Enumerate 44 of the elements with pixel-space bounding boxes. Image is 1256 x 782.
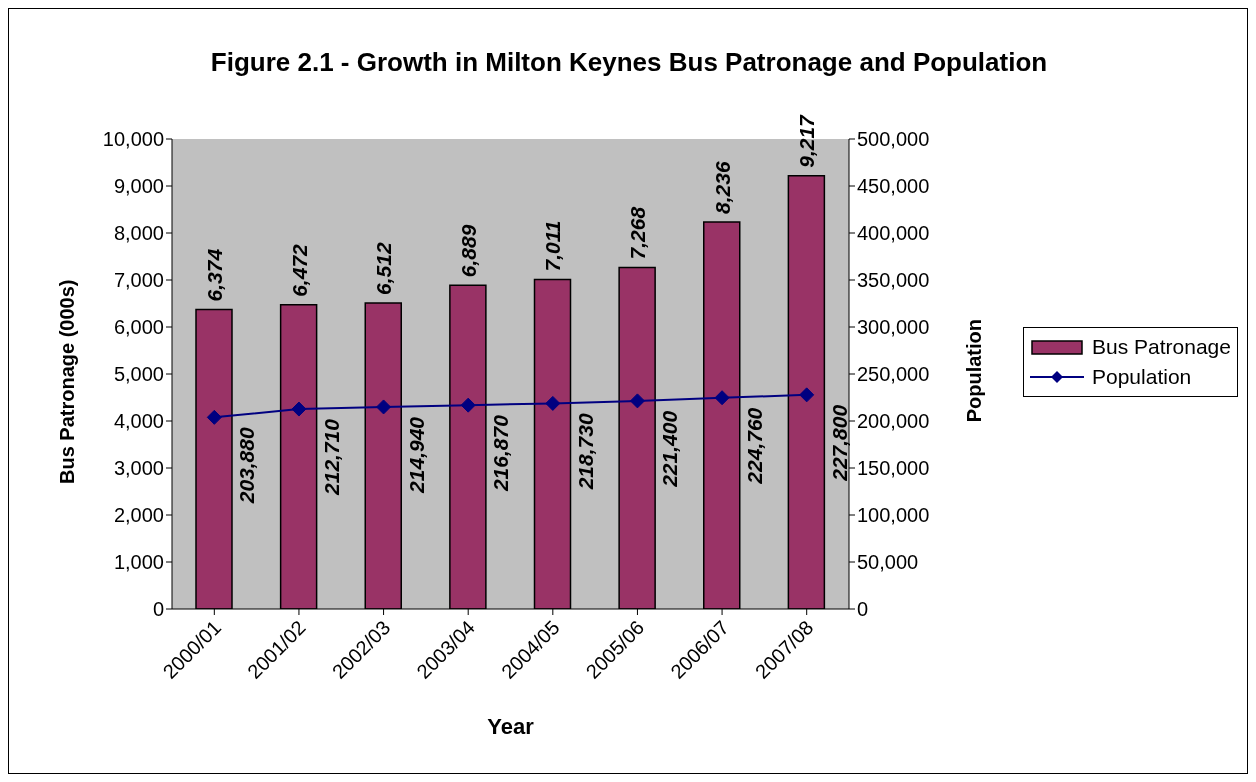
data-label: 6,472 [287, 243, 311, 297]
y-tick-label: 5,000 [113, 363, 164, 386]
y2-tick-label: 250,000 [857, 363, 930, 386]
y-tick-label: 0 [152, 598, 164, 621]
data-label: 7,268 [626, 206, 650, 260]
data-label: 227,800 [827, 404, 851, 482]
data-label: 7,011 [541, 220, 565, 272]
data-label: 9,217 [795, 113, 819, 168]
data-label: 8,236 [710, 161, 734, 214]
x-axis-title: Year [487, 714, 535, 739]
y2-tick-label: 0 [857, 598, 869, 621]
y2-tick-label: 100,000 [857, 504, 930, 527]
y2-tick-label: 50,000 [857, 551, 919, 574]
y-tick-label: 2,000 [113, 504, 164, 527]
y-tick-label: 4,000 [113, 410, 164, 433]
y2-tick-label: 350,000 [857, 269, 930, 292]
y2-tick-label: 300,000 [857, 316, 930, 339]
y-tick-label: 9,000 [113, 175, 164, 198]
y-tick-label: 3,000 [113, 457, 164, 480]
data-label: 221,400 [658, 410, 682, 488]
y2-tick-label: 400,000 [857, 222, 930, 245]
data-label: 203,880 [235, 427, 259, 505]
y-tick-label: 8,000 [113, 222, 164, 245]
y2-tick-label: 500,000 [857, 128, 930, 151]
data-label: 6,512 [372, 242, 396, 295]
data-label: 6,374 [203, 248, 226, 302]
y2-axis-title: Population [963, 319, 986, 423]
y2-tick-label: 150,000 [857, 457, 930, 480]
data-label: 216,870 [489, 414, 513, 493]
legend-label: Population [1092, 365, 1192, 389]
y-tick-label: 1,000 [113, 551, 164, 574]
legend-label: Bus Patronage [1092, 335, 1231, 359]
data-label: 212,710 [319, 418, 343, 496]
y2-tick-label: 450,000 [857, 175, 930, 198]
y-tick-label: 7,000 [113, 269, 164, 292]
data-label: 214,940 [404, 416, 428, 494]
chart-title: Figure 2.1 - Growth in Milton Keynes Bus Patronage and Population [209, 47, 1049, 78]
y-tick-label: 6,000 [113, 316, 164, 339]
y-tick-label: 10,000 [102, 128, 164, 151]
data-label: 218,730 [573, 413, 597, 491]
y2-tick-label: 200,000 [857, 410, 930, 433]
y-axis-title: Bus Patronage (000s) [56, 279, 79, 484]
data-label: 6,889 [456, 224, 480, 278]
data-label: 224,760 [743, 407, 767, 485]
